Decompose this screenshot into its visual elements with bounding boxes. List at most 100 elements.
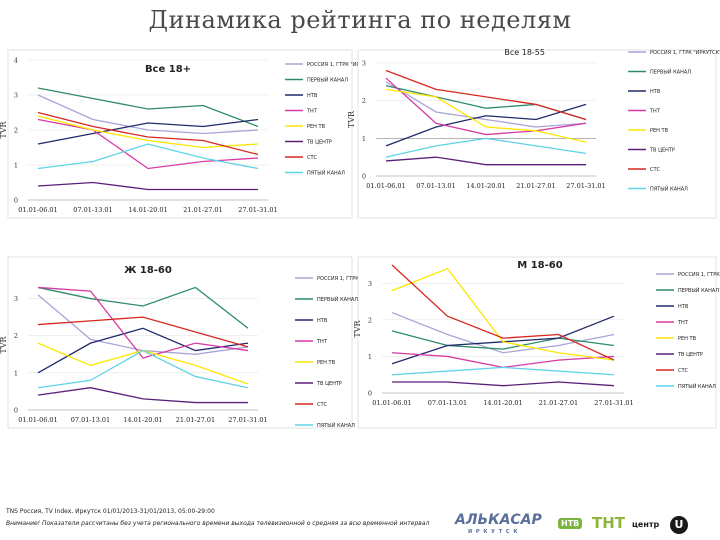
center-logo: центр xyxy=(632,520,660,529)
x-tick-label: 14.01-20.01 xyxy=(483,399,522,407)
series-line xyxy=(37,286,249,359)
chart-panel-2: 0 1 2 3 TVR 01.01-06.01 07.01-13.01 14.01-20.01… xyxy=(347,48,720,219)
x-tick-label: 21.01-27.01 xyxy=(176,416,215,424)
legend-label: РЕН ТВ xyxy=(317,360,336,366)
y-axis-label: TVR xyxy=(353,319,362,337)
x-tick-label: 14.01-20.01 xyxy=(128,206,167,214)
series-line xyxy=(37,387,248,404)
legend-label: РОССИЯ 1, ГТРК "ИРКУТСК" xyxy=(307,62,378,68)
y-tick-label: 3 xyxy=(368,280,372,288)
legend-label: СТС xyxy=(307,155,318,161)
y-tick-label: 2 xyxy=(14,127,18,135)
alkasar-subtitle: И Р К У Т С К xyxy=(468,529,519,535)
series-line xyxy=(37,87,259,128)
legend-label: ПЯТЫЙ КАНАЛ xyxy=(307,170,345,177)
y-tick-label: 0 xyxy=(14,407,18,415)
series-line xyxy=(385,103,587,147)
tnt-logo: ТНТ xyxy=(592,514,626,532)
series-line xyxy=(391,366,615,376)
x-tick-label: 01.01-06.01 xyxy=(366,182,405,190)
y-tick-label: 2 xyxy=(368,316,372,324)
x-tick-label: 27.01-31.01 xyxy=(566,182,605,190)
legend-label: СТС xyxy=(317,402,328,408)
series-line xyxy=(391,264,615,361)
legend-label: ТНТ xyxy=(316,339,328,345)
y-tick-label: 3 xyxy=(14,295,18,303)
series-line xyxy=(391,311,615,354)
chart-title: Все 18-55 xyxy=(504,48,545,57)
legend-label: РЕН ТВ xyxy=(678,336,697,342)
legend-label: СТС xyxy=(678,368,689,374)
series-line xyxy=(37,118,259,145)
legend-label: ТНТ xyxy=(649,109,661,115)
legend-label: НТВ xyxy=(650,89,661,95)
y-tick-label: 2 xyxy=(14,332,18,340)
legend-label: ПЯТЫЙ КАНАЛ xyxy=(317,422,355,429)
chart-panel-4: 0 1 2 3 TVR 01.01-06.01 07.01-13.01 14.01-20.01… xyxy=(353,256,720,429)
legend-label: ПЯТЫЙ КАНАЛ xyxy=(678,383,716,390)
legend-label: ТВ ЦЕНТР xyxy=(316,381,342,387)
y-axis-label: TVR xyxy=(0,335,8,353)
series-line xyxy=(385,88,587,143)
series-line xyxy=(37,181,258,191)
legend-label: РОССИЯ 1, ГТРК "ИРКУТСК" xyxy=(678,272,720,278)
x-tick-label: 27.01-31.01 xyxy=(228,416,267,424)
y-tick-label: 0 xyxy=(362,173,366,181)
x-tick-label: 01.01-06.01 xyxy=(18,416,57,424)
legend-label: ПЕРВЫЙ КАНАЛ xyxy=(650,69,691,76)
series-line xyxy=(37,349,249,389)
y-tick-label: 1 xyxy=(368,353,372,361)
chart-title: М 18-60 xyxy=(517,260,562,271)
x-tick-label: 14.01-20.01 xyxy=(123,416,162,424)
u-logo: U xyxy=(670,516,688,534)
series-line xyxy=(37,316,249,348)
series-line xyxy=(385,69,587,121)
series-line xyxy=(37,115,259,149)
legend-label: ПЯТЫЙ КАНАЛ xyxy=(650,186,688,193)
legend-label: НТВ xyxy=(678,304,689,310)
series-line xyxy=(37,111,259,156)
chart-panel-3: 0 1 2 3 TVR 01.01-06.01 07.01-13.01 14.01-20.01… xyxy=(0,256,388,429)
series-line xyxy=(37,286,249,329)
x-tick-label: 07.01-13.01 xyxy=(416,182,455,190)
series-line xyxy=(385,156,586,166)
nttv-logo: НТВ xyxy=(558,518,583,529)
legend-label: РОССИЯ 1, ГТРК "ИРКУТСК" xyxy=(317,276,388,282)
series-line xyxy=(392,381,615,387)
page-title: Динамика рейтинга по неделям xyxy=(148,6,572,34)
y-tick-label: 0 xyxy=(368,390,372,398)
legend-label: ПЕРВЫЙ КАНАЛ xyxy=(317,296,358,303)
y-tick-label: 3 xyxy=(362,60,366,68)
x-tick-label: 07.01-13.01 xyxy=(73,206,112,214)
x-tick-label: 01.01-06.01 xyxy=(18,206,57,214)
legend-label: РЕН ТВ xyxy=(307,124,326,130)
legend-label: ТВ ЦЕНТР xyxy=(649,148,675,154)
series-line xyxy=(385,81,587,128)
series-line xyxy=(37,94,259,135)
series-line xyxy=(385,77,587,136)
series-line xyxy=(37,143,259,170)
x-tick-label: 14.01-20.01 xyxy=(466,182,505,190)
x-tick-label: 21.01-27.01 xyxy=(539,399,578,407)
panel-frame xyxy=(7,256,353,429)
y-axis-label: TVR xyxy=(347,110,356,128)
y-tick-label: 3 xyxy=(14,92,18,100)
legend-label: РОССИЯ 1, ГТРК "ИРКУТСК" xyxy=(650,50,720,56)
footer-source: TNS Россия, TV Index, Иркутск 01/01/2013… xyxy=(6,508,215,515)
x-tick-label: 07.01-13.01 xyxy=(71,416,110,424)
y-tick-label: 1 xyxy=(14,162,18,170)
x-tick-label: 27.01-31.01 xyxy=(238,206,277,214)
x-tick-label: 07.01-13.01 xyxy=(428,399,467,407)
legend-label: ТНТ xyxy=(677,320,689,326)
y-axis-label: TVR xyxy=(0,120,8,138)
alkasar-logo: АЛЬКАСАР xyxy=(455,512,542,528)
y-tick-label: 1 xyxy=(14,369,18,377)
chart-title: Ж 18-60 xyxy=(124,265,172,276)
series-line xyxy=(37,118,259,170)
legend-label: ТВ ЦЕНТР xyxy=(306,140,332,146)
series-line xyxy=(391,267,615,361)
x-tick-label: 27.01-31.01 xyxy=(594,399,633,407)
series-line xyxy=(391,330,615,350)
x-tick-label: 21.01-27.01 xyxy=(183,206,222,214)
